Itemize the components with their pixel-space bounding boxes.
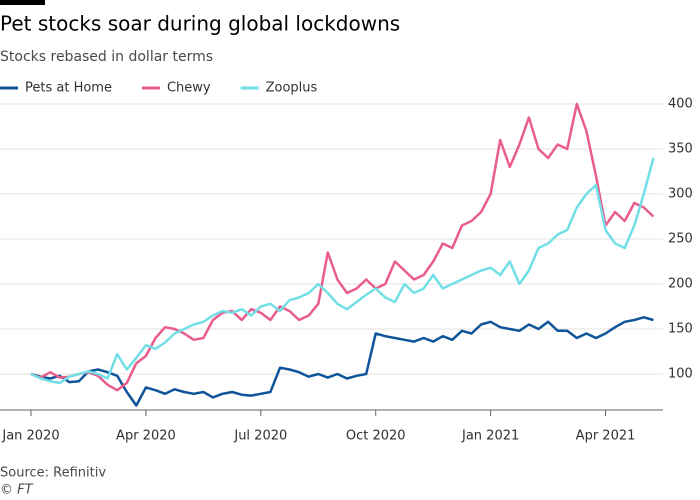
source: Source: Refinitiv <box>0 466 106 481</box>
y-tick-label: 150 <box>668 322 693 337</box>
legend-label: Pets at Home <box>25 81 112 96</box>
x-tick-label: Jan 2021 <box>461 429 519 444</box>
legend-label: Chewy <box>167 81 211 96</box>
y-tick-label: 400 <box>668 97 693 112</box>
x-tick-label: Jan 2020 <box>1 429 59 444</box>
x-tick-label: Apr 2021 <box>576 429 636 444</box>
y-tick-label: 100 <box>668 367 693 382</box>
x-tick-label: Apr 2020 <box>116 429 176 444</box>
legend-label: Zooplus <box>266 81 318 96</box>
series-line <box>30 316 654 407</box>
x-tick-label: Oct 2020 <box>346 429 406 444</box>
chart-title: Pet stocks soar during global lockdowns <box>0 12 400 36</box>
series-line <box>30 102 655 392</box>
x-tick-label: Jul 2020 <box>233 429 287 444</box>
chart-subtitle: Stocks rebased in dollar terms <box>0 49 213 65</box>
series-line <box>30 157 655 385</box>
y-tick-label: 350 <box>668 142 693 157</box>
y-tick-label: 250 <box>668 232 693 247</box>
y-tick-label: 300 <box>668 187 693 202</box>
credit: © FT <box>0 483 34 498</box>
brand-bar <box>0 0 45 5</box>
y-tick-label: 200 <box>668 277 693 292</box>
